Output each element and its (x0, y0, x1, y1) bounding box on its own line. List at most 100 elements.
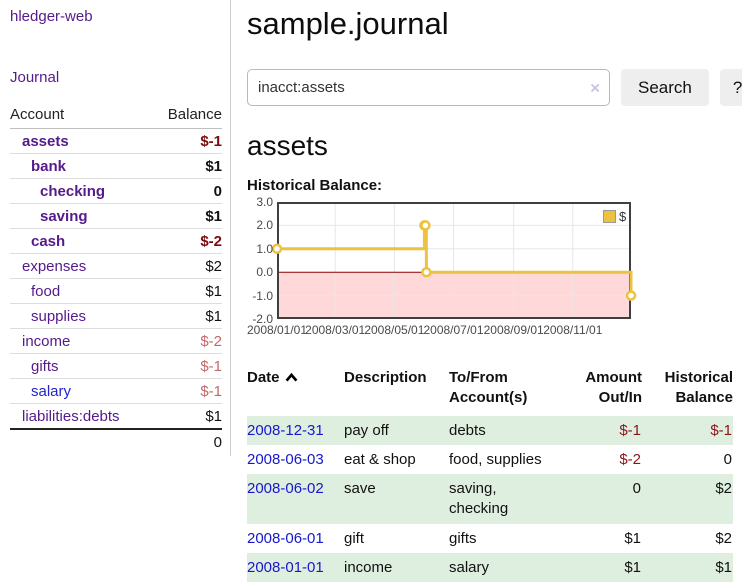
app-title[interactable]: hledger-web (10, 8, 93, 25)
account-balance: $-2 (151, 228, 222, 254)
x-axis-tick-label: 2008/07/01 (423, 323, 484, 337)
transaction-balance: $2 (715, 529, 732, 547)
transaction-date-link[interactable]: 2008-06-01 (247, 529, 324, 547)
y-axis-tick-label: 3.0 (256, 195, 273, 209)
transaction-description: save (344, 480, 376, 497)
account-balance: $-1 (151, 128, 222, 154)
transaction-balance: $2 (715, 480, 732, 497)
transaction-balance: 0 (723, 450, 732, 468)
account-heading: assets (247, 130, 328, 161)
account-row: salary $-1 (10, 378, 222, 404)
account-row: liabilities:debts $1 (10, 403, 222, 430)
account-balance: $1 (151, 403, 222, 430)
y-axis-tick-label: 0.0 (256, 265, 273, 280)
legend-label: $ (619, 209, 627, 224)
legend-swatch-icon (603, 210, 616, 223)
register-header-accounts: To/From Account(s) (449, 369, 528, 407)
account-link[interactable]: food (31, 283, 61, 300)
transaction-date-link[interactable]: 2008-06-02 (247, 480, 324, 497)
transaction-balance: $-1 (710, 421, 732, 439)
account-balance: $1 (151, 203, 222, 229)
account-row: saving $1 (10, 203, 222, 229)
account-row: checking 0 (10, 178, 222, 204)
x-axis-tick-label: 2008/05/01 (364, 323, 425, 337)
register-table: Date Description To/From Account(s) Amou… (247, 365, 733, 582)
transaction-row: 2008-06-03 eat & shop food, supplies $-2 0 (247, 445, 733, 474)
account-balance: $1 (151, 303, 222, 329)
search-form: × Search ? (247, 69, 742, 106)
register-header-date[interactable]: Date (247, 365, 344, 416)
account-link[interactable]: liabilities:debts (22, 408, 120, 425)
account-link[interactable]: assets (22, 133, 69, 150)
account-row: gifts $-1 (10, 353, 222, 379)
account-balance: $-1 (151, 378, 222, 404)
transaction-row: 2008-01-01 income salary $1 $1 (247, 552, 733, 582)
y-axis-tick-label: 1.0 (256, 241, 273, 256)
account-balance: $1 (151, 153, 222, 179)
transaction-accounts: saving, checking (449, 480, 509, 518)
chart-plot (271, 202, 637, 319)
search-button[interactable]: Search (621, 69, 709, 106)
account-balance: 0 (151, 178, 222, 204)
account-row: expenses $2 (10, 253, 222, 279)
register-header-balance: Historical Balance (664, 369, 733, 407)
account-link[interactable]: bank (31, 158, 67, 175)
account-row: bank $1 (10, 153, 222, 179)
clear-search-icon[interactable]: × (590, 78, 600, 97)
account-link[interactable]: supplies (31, 308, 87, 325)
account-balance: $2 (151, 253, 222, 279)
transaction-amount: $1 (624, 529, 641, 547)
y-axis-tick-label: -1.0 (252, 288, 273, 303)
account-row: supplies $1 (10, 303, 222, 329)
x-axis-tick-label: 2008/01/01 (246, 323, 308, 337)
x-axis-tick-label: 2008/11/01 (543, 323, 603, 337)
account-balance: $-1 (151, 353, 222, 379)
register-header-amount: Amount Out/In (585, 369, 642, 407)
account-link[interactable]: gifts (31, 358, 59, 375)
page-title: sample.journal (247, 6, 449, 41)
transaction-accounts: gifts (449, 529, 477, 547)
y-axis-tick-label: -2.0 (252, 312, 273, 326)
transaction-amount: $1 (624, 558, 641, 576)
transaction-amount: $-1 (619, 421, 641, 439)
account-row: income $-2 (10, 328, 222, 354)
account-balance: $1 (151, 278, 222, 304)
y-axis-tick-label: 2.0 (256, 218, 273, 233)
historical-balance-chart[interactable]: 3.0 2.0 1.0 0.0 -1.0 -2.0 2008/01/01 2008/03/01… (246, 196, 647, 342)
accounts-header-account: Account (10, 103, 152, 129)
transaction-row: 2008-06-01 gift gifts $1 $2 (247, 524, 733, 553)
chart-title: Historical Balance: (247, 177, 383, 194)
account-row: assets $-1 (10, 128, 222, 154)
transaction-amount: $-2 (619, 450, 641, 468)
main-content: sample.journal × Search ? assets Histori… (231, 0, 742, 582)
account-balance: $-2 (151, 328, 222, 354)
transaction-date-link[interactable]: 2008-01-01 (247, 558, 324, 576)
help-button[interactable]: ? (719, 69, 742, 106)
account-link[interactable]: cash (31, 233, 66, 250)
x-axis-tick-label: 2008/03/01 (305, 323, 366, 337)
transaction-row: 2008-12-31 pay off debts $-1 $-1 (247, 415, 733, 445)
nav-journal[interactable]: Journal (10, 69, 60, 86)
account-link[interactable]: checking (40, 183, 106, 200)
transaction-accounts: food, supplies (449, 450, 542, 468)
transaction-description: gift (344, 529, 365, 547)
account-link[interactable]: expenses (22, 258, 87, 275)
account-link[interactable]: income (22, 333, 71, 350)
account-row: cash $-2 (10, 228, 222, 254)
transaction-description: income (344, 558, 393, 576)
transaction-date-link[interactable]: 2008-12-31 (247, 421, 324, 439)
transaction-amount: 0 (632, 480, 641, 497)
account-link[interactable]: salary (31, 383, 72, 400)
transaction-accounts: debts (449, 421, 486, 439)
transaction-row: 2008-06-02 save saving, checking 0 $2 (247, 474, 733, 524)
sort-ascending-icon (285, 368, 298, 388)
chart-legend: $ (603, 209, 626, 224)
accounts-header-balance: Balance (151, 103, 222, 129)
search-input[interactable] (247, 69, 610, 106)
transaction-date-link[interactable]: 2008-06-03 (247, 450, 324, 468)
x-axis-tick-label: 2008/09/01 (483, 323, 544, 337)
register-header-description: Description (344, 369, 427, 386)
account-link[interactable]: saving (40, 208, 88, 225)
transaction-description: pay off (344, 421, 389, 439)
